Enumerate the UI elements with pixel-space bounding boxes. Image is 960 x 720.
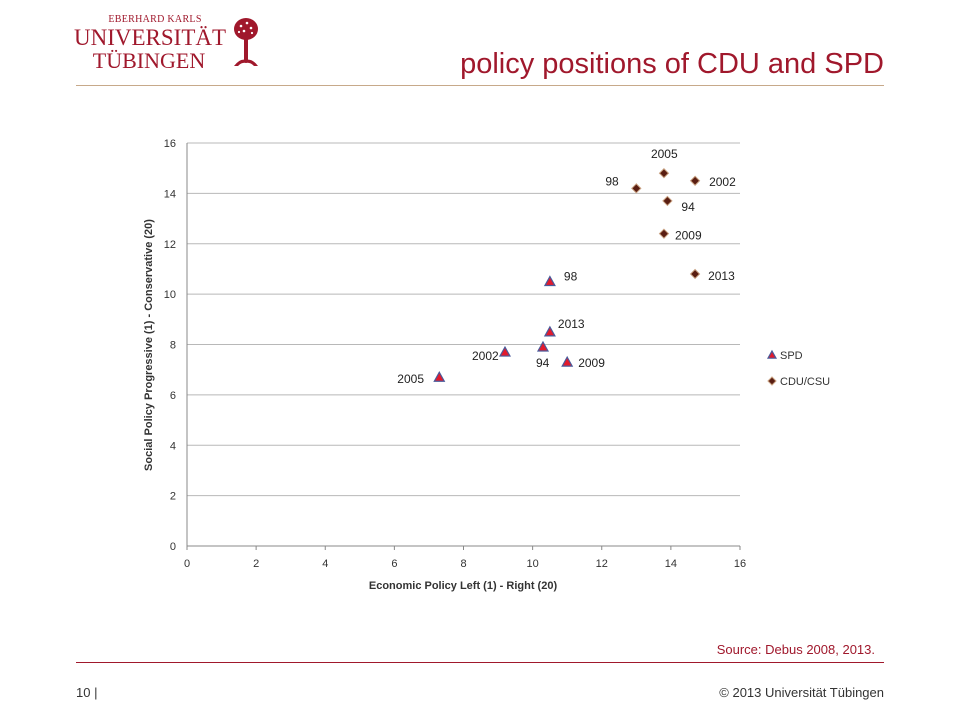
spd-point-label: 2002 <box>472 349 499 363</box>
cdu-point <box>658 228 670 239</box>
spd-point-label: 94 <box>536 356 550 370</box>
tree-emblem-icon <box>234 18 258 66</box>
spd-point <box>433 371 446 382</box>
grid-lines <box>187 142 740 497</box>
spd-point <box>561 355 574 367</box>
legend-entry-label: CDU/CSU <box>780 376 830 388</box>
header-divider <box>76 85 884 86</box>
cdu-point <box>689 175 701 186</box>
spd-point-label: 2009 <box>578 356 605 370</box>
legend-entry-label: SPD <box>780 350 803 362</box>
y-tick-label: 16 <box>164 138 176 150</box>
point-labels: 2005 2002 94 2013 2009 98 98 2005 2002 94 2009 2013 <box>397 147 736 386</box>
legend-spd-marker <box>766 349 778 359</box>
cdu-point <box>658 168 670 179</box>
y-axis-title: Social Policy Progressive (1) - Conserva… <box>143 219 155 471</box>
x-tick-label: 2 <box>253 558 259 570</box>
x-tick-label: 8 <box>460 558 466 570</box>
cdu-point-label: 98 <box>605 174 619 188</box>
logo-line-3: TÜBINGEN <box>92 48 206 73</box>
cdu-point <box>689 268 701 280</box>
x-axis-title: Economic Policy Left (1) - Right (20) <box>369 580 558 592</box>
legend-cdu-marker <box>767 376 777 386</box>
spd-point-label: 98 <box>564 270 578 284</box>
y-tick-label: 4 <box>170 440 176 452</box>
spd-point-label: 2005 <box>397 372 424 386</box>
page-number: 10 | <box>76 685 98 700</box>
university-logo: EBERHARD KARLS UNIVERSITÄT TÜBINGEN <box>72 14 282 74</box>
spd-point <box>543 325 556 337</box>
x-tick-label: 10 <box>527 558 539 570</box>
source-note: Source: Debus 2008, 2013. <box>716 642 875 657</box>
x-tick-label: 16 <box>734 558 746 570</box>
cdu-point <box>631 183 642 194</box>
y-tick-label: 0 <box>170 541 176 553</box>
axes <box>186 143 741 550</box>
cdu-point-label: 2005 <box>651 147 678 161</box>
logo-line-1: EBERHARD KARLS <box>108 14 202 25</box>
y-tick-label: 6 <box>170 390 176 402</box>
y-tick-label: 14 <box>164 188 176 200</box>
data-points <box>433 168 701 382</box>
cdu-point-label: 2009 <box>675 229 702 243</box>
logo-line-2: UNIVERSITÄT <box>74 25 227 50</box>
x-tick-label: 6 <box>391 558 397 570</box>
y-tick-label: 12 <box>164 239 176 251</box>
x-tick-label: 0 <box>184 558 190 570</box>
x-tick-label: 4 <box>322 558 328 570</box>
x-tick-label: 14 <box>665 558 677 570</box>
spd-point-label: 2013 <box>558 317 585 331</box>
spd-point <box>536 340 550 352</box>
y-tick-label: 10 <box>164 289 176 301</box>
footer-divider <box>76 662 884 663</box>
legend: SPD CDU/CSU <box>766 349 830 388</box>
slide-title: policy positions of CDU and SPD <box>460 48 884 80</box>
tick-labels: 0 2 4 6 8 10 12 14 16 0 2 4 6 8 10 12 14 16 <box>164 138 746 570</box>
cdu-point <box>662 195 673 207</box>
y-tick-label: 8 <box>170 340 176 352</box>
copyright: © 2013 Universität Tübingen <box>719 685 884 700</box>
spd-point <box>498 345 511 357</box>
cdu-point-label: 94 <box>681 200 695 214</box>
x-tick-label: 12 <box>596 558 608 570</box>
cdu-point-label: 2013 <box>708 269 735 283</box>
cdu-point-label: 2002 <box>709 175 736 189</box>
spd-point <box>543 275 556 287</box>
y-tick-label: 2 <box>170 491 176 503</box>
